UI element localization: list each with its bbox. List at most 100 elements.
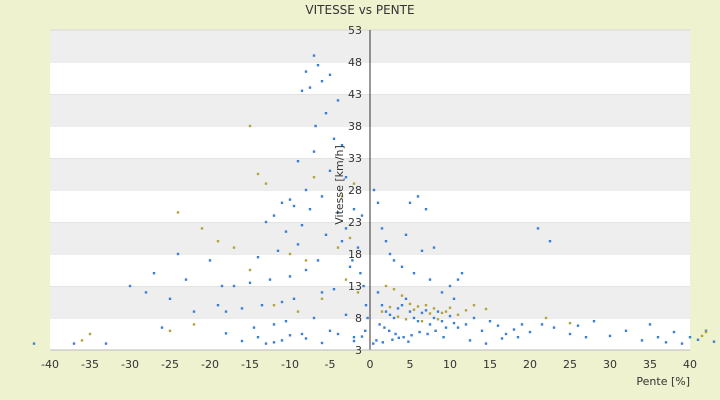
data-point [300,224,304,227]
y-tick-label: 18 [348,248,362,261]
data-point [372,342,375,345]
data-point [296,160,300,163]
data-point [376,201,380,204]
y-axis-label: Vitesse [km/h] [333,145,346,225]
data-point [300,332,304,336]
data-point [356,291,360,294]
data-point [381,341,384,344]
y-tick-label: 23 [348,216,362,229]
data-point [364,304,368,307]
x-tick-label: -5 [325,358,336,371]
data-point [352,208,356,211]
x-tick-label: -25 [161,358,179,371]
data-point [480,329,484,332]
data-point [375,339,378,342]
data-point [392,288,396,291]
data-point [552,326,556,329]
data-point [308,208,312,211]
data-point [328,169,332,172]
data-point [396,315,400,318]
data-point [584,336,588,339]
data-point [428,312,432,315]
data-point [388,305,392,309]
data-point [316,64,320,67]
data-point [144,291,148,294]
data-point [312,176,316,179]
data-point [624,329,628,332]
data-point [272,304,276,307]
x-tick-label: 35 [643,358,657,371]
data-point [378,323,381,326]
x-tick-label: -40 [41,358,59,371]
data-point [520,323,524,326]
data-point [484,342,488,345]
data-point [352,182,356,185]
data-point [192,323,196,326]
data-point [320,80,324,83]
data-point [168,297,172,300]
data-point [328,73,332,76]
data-point [384,284,388,288]
data-point [340,195,344,198]
data-point [320,341,324,345]
data-point [288,275,292,278]
data-point [500,337,504,340]
data-point [452,321,456,325]
data-point [540,323,544,326]
data-point [404,233,408,236]
data-point [336,332,340,336]
data-point [152,272,156,275]
data-point [440,320,444,323]
y-tick-label: 28 [348,184,362,197]
data-point [456,326,460,329]
data-point [320,297,324,300]
data-point [400,304,404,307]
data-point [432,307,436,310]
data-point [256,256,260,259]
data-point [200,227,204,230]
data-point [426,332,429,336]
data-point [288,252,292,256]
data-point [380,227,384,230]
data-point [220,284,224,288]
data-point [416,305,420,308]
data-point [608,334,612,338]
data-point [396,307,400,310]
x-axis-label: Pente [%] [636,375,690,388]
data-point [700,334,704,338]
data-point [468,339,472,342]
data-point [456,313,460,316]
data-point [512,328,516,331]
data-point [272,214,276,217]
y-tick-label: 13 [348,280,362,293]
data-point [344,176,348,179]
data-point [272,323,276,326]
data-point [304,259,308,262]
data-point [392,259,396,262]
data-point [304,188,308,192]
x-tick-label: 5 [407,358,414,371]
data-point [72,342,76,345]
data-point [336,99,340,102]
data-point [216,304,220,307]
data-point [176,211,180,214]
x-tick-label: 30 [603,358,617,371]
data-point [32,342,36,345]
data-point [88,332,92,336]
tick-labels: -40 -35 -30 -25 -20 -15 -10 -5 0 5 10 15 20 25 30 35 40 3… [41,24,697,371]
data-point [444,310,448,313]
data-point [704,329,708,332]
data-point [208,259,212,262]
data-point [160,326,164,329]
data-point [404,318,408,321]
data-point [356,246,360,249]
data-point [268,278,272,281]
data-point [380,304,384,307]
data-point [383,326,386,329]
data-point [536,227,540,230]
data-point [351,259,354,262]
data-point [436,318,440,321]
x-tick-label: 15 [483,358,497,371]
x-tick-label: 20 [523,358,537,371]
data-point [672,330,676,334]
